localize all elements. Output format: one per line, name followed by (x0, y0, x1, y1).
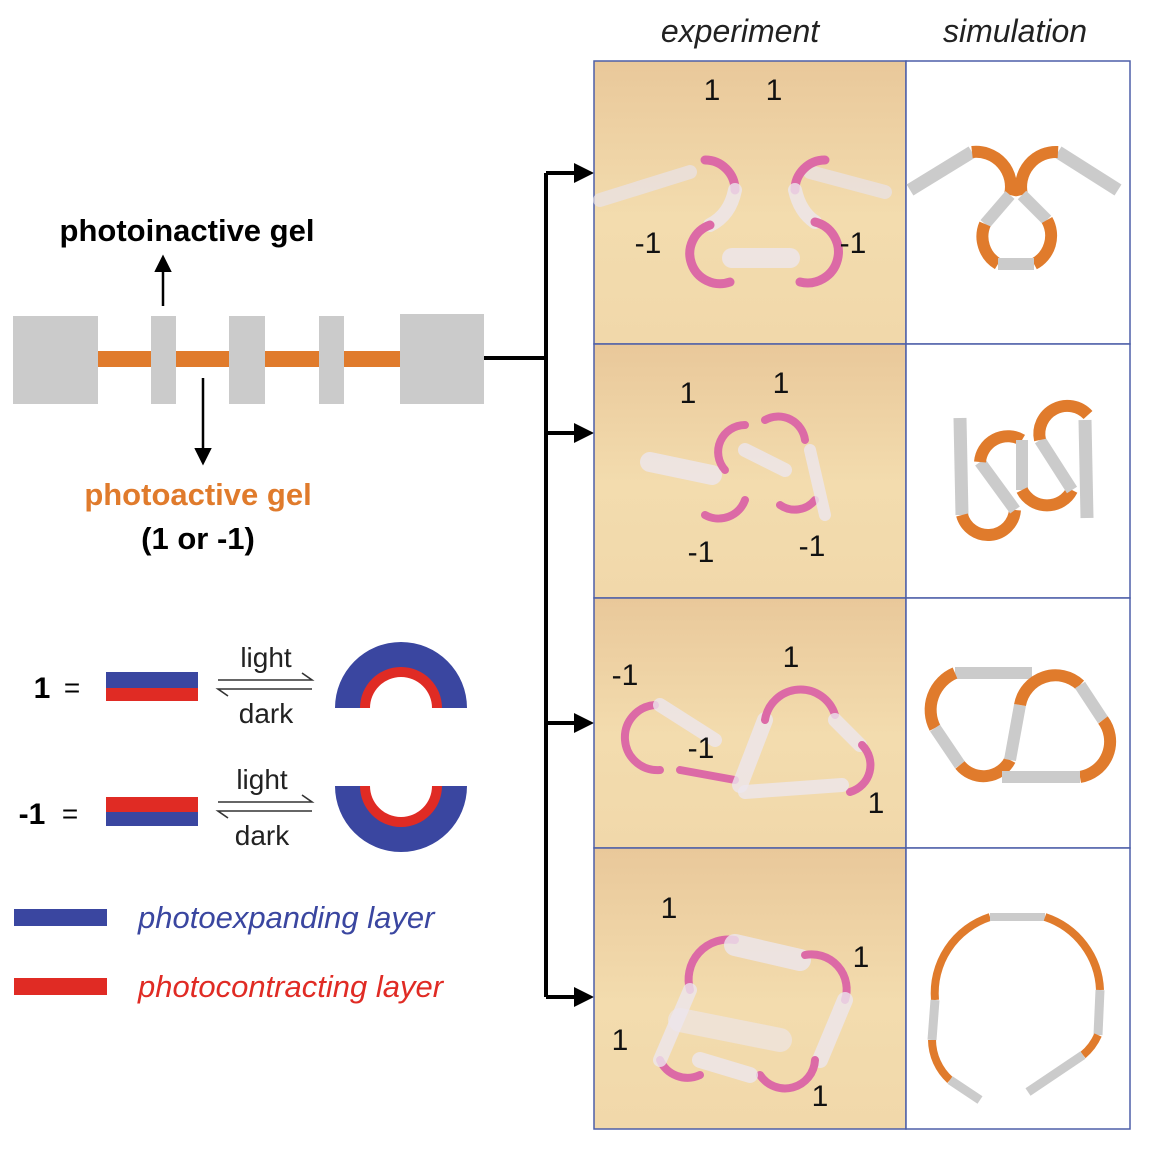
simulation-panel-4 (905, 847, 1131, 1130)
curled-red-inner (360, 667, 442, 708)
exp3-label-top-right: 1 (783, 641, 800, 674)
exp2-label-top-right: 1 (773, 367, 790, 400)
experiment-header: experiment (661, 13, 820, 49)
bilayer-blue-bottom (106, 812, 198, 826)
exp3-label-middle: -1 (688, 732, 715, 765)
equilibrium-arrows (215, 672, 315, 697)
minus-one-value: -1 (19, 798, 46, 831)
legend-minus-one: -1 = light dark (19, 764, 467, 852)
inactive-block-2 (151, 316, 176, 404)
photoactive-values: (1 or -1) (141, 521, 255, 556)
experiment-panel-2 (593, 343, 907, 599)
exp2-label-bottom-right: -1 (799, 530, 826, 563)
experiment-panel-3 (593, 597, 907, 849)
exp4-label-top-left: 1 (661, 892, 678, 925)
panel-grid (593, 60, 1131, 1130)
plus-one-value: 1 (34, 672, 51, 705)
minus-one-equals: = (62, 798, 78, 829)
curled-red-inner (360, 786, 442, 827)
inactive-block-4 (319, 316, 344, 404)
bilayer-blue-top (106, 672, 198, 688)
gel-strip (13, 314, 484, 404)
exp4-label-left: 1 (612, 1024, 629, 1057)
plus-one-equals: = (64, 672, 80, 703)
experiment-shape-1 (593, 155, 892, 289)
exp3-label-top-left: -1 (612, 659, 639, 692)
plus-one-light: light (240, 642, 292, 673)
experiment-shape-4 (653, 934, 853, 1093)
inactive-block-5 (400, 314, 484, 404)
exp3-label-bottom-right: 1 (868, 787, 885, 820)
photoexpanding-swatch (14, 909, 107, 926)
plus-one-dark: dark (239, 698, 294, 729)
photoinactive-label: photoinactive gel (60, 213, 315, 248)
photocontracting-swatch (14, 978, 107, 995)
simulation-shape-4 (927, 913, 1105, 1104)
exp2-label-bottom-left: -1 (688, 536, 715, 569)
photoexpanding-label: photoexpanding layer (137, 900, 436, 935)
exp2-label-top-left: 1 (680, 377, 697, 410)
exp4-label-right: 1 (853, 941, 870, 974)
simulation-shape-1 (906, 145, 1122, 270)
exp1-label-left: -1 (635, 227, 662, 260)
inactive-block-1 (13, 316, 98, 404)
experiment-panel-1 (593, 60, 907, 345)
inactive-block-3 (229, 316, 265, 404)
experiment-shape-2 (640, 412, 831, 523)
photocontracting-label: photocontracting layer (137, 969, 445, 1004)
equilibrium-arrows (215, 794, 315, 819)
experiment-panel-4 (593, 847, 907, 1130)
simulation-panel-1 (905, 60, 1131, 345)
experiment-shape-3 (620, 685, 875, 799)
exp1-label-right: -1 (840, 227, 867, 260)
simulation-shape-3 (924, 667, 1117, 783)
branch-arrows (484, 163, 594, 1007)
simulation-shape-2 (953, 399, 1094, 541)
exp4-label-bottom-right: 1 (812, 1080, 829, 1113)
minus-one-light: light (236, 764, 288, 795)
exp1-label-top-left: 1 (704, 74, 721, 107)
photoactive-label: photoactive gel (84, 477, 311, 512)
minus-one-dark: dark (235, 820, 290, 851)
bilayer-red-bottom (106, 688, 198, 701)
legend-plus-one: 1 = light dark (34, 642, 467, 729)
bilayer-red-top (106, 797, 198, 812)
exp1-label-top-right: 1 (766, 74, 783, 107)
simulation-header: simulation (943, 13, 1087, 49)
